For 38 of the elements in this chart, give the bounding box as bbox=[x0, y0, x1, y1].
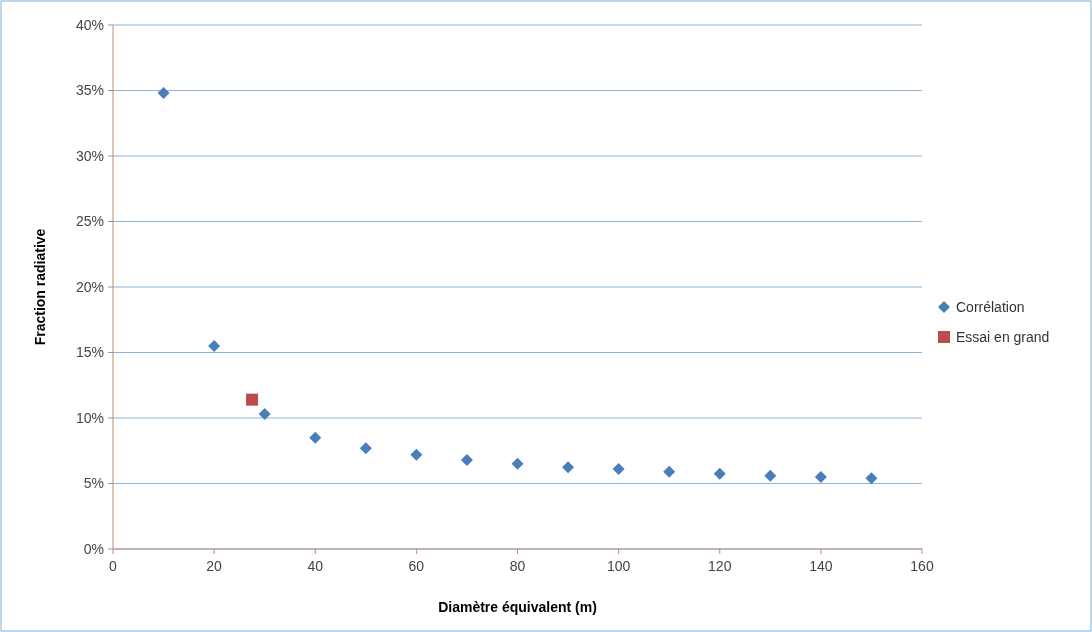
point bbox=[157, 87, 170, 100]
point bbox=[865, 472, 878, 485]
x-tick-label: 140 bbox=[809, 558, 833, 574]
y-tick-label: 0% bbox=[83, 540, 104, 557]
y-tick-label: 40% bbox=[75, 16, 104, 33]
y-tick-label: 35% bbox=[75, 82, 104, 99]
y-tick-label: 15% bbox=[75, 344, 104, 361]
y-tick-label: 30% bbox=[75, 147, 104, 164]
point bbox=[258, 408, 271, 421]
point bbox=[511, 457, 524, 470]
point bbox=[713, 467, 726, 480]
x-tick-label: 40 bbox=[307, 558, 324, 574]
point bbox=[208, 339, 221, 352]
x-tick-label: 100 bbox=[606, 558, 631, 574]
point bbox=[410, 448, 423, 461]
y-tick-label: 10% bbox=[75, 409, 104, 426]
y-tick-label: 25% bbox=[75, 213, 104, 230]
point bbox=[562, 461, 575, 474]
legend-label: Essai en grand bbox=[956, 328, 1050, 345]
point bbox=[460, 453, 473, 466]
point bbox=[309, 431, 322, 444]
y-tick-label: 5% bbox=[83, 475, 104, 492]
y-tick-label: 20% bbox=[75, 278, 104, 295]
x-tick-label: 0 bbox=[109, 558, 118, 574]
point bbox=[764, 469, 777, 482]
legend-label: Corrélation bbox=[956, 298, 1025, 315]
point bbox=[663, 465, 676, 478]
point bbox=[246, 393, 259, 406]
x-tick-label: 60 bbox=[408, 558, 425, 574]
y-axis-title: Fraction radiative bbox=[32, 228, 48, 346]
x-tick-label: 80 bbox=[509, 558, 526, 574]
point bbox=[814, 470, 827, 483]
point bbox=[612, 463, 625, 476]
point bbox=[359, 442, 372, 455]
x-tick-label: 160 bbox=[910, 558, 934, 574]
x-tick-label: 20 bbox=[206, 558, 223, 574]
x-tick-label: 120 bbox=[708, 558, 732, 574]
x-axis-title: Diamètre équivalent (m) bbox=[438, 599, 597, 615]
